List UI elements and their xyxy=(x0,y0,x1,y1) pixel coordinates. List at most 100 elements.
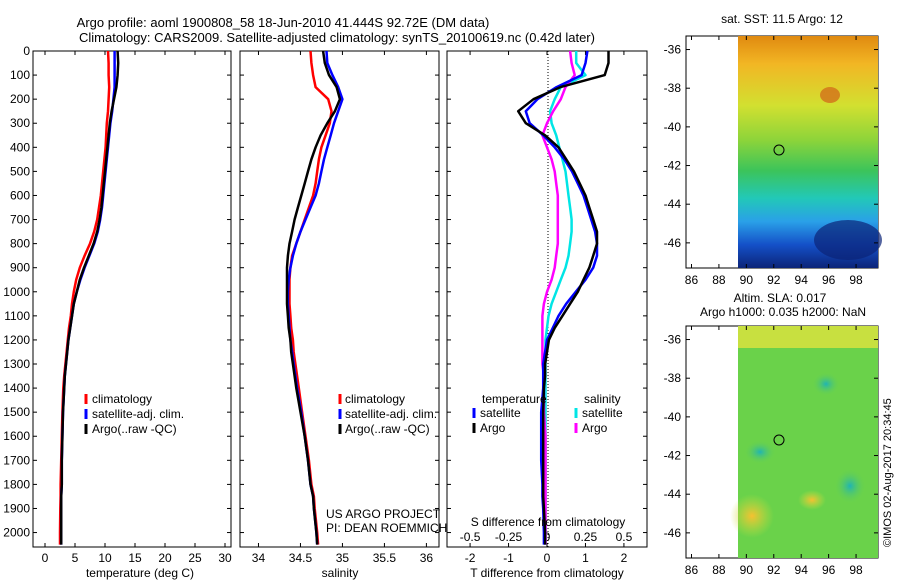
lon-tick-label: 98 xyxy=(849,273,863,287)
depth-tick-label: 1100 xyxy=(4,309,30,323)
sst-cold-patch xyxy=(814,220,882,260)
s-diff-tick-label: -0.5 xyxy=(460,530,481,544)
temperature-axes-frame xyxy=(32,50,232,548)
sla-profile-marker xyxy=(773,434,785,446)
s-diff-tick-label: 0.25 xyxy=(574,530,598,544)
lat-tick-label: -38 xyxy=(664,371,682,385)
legend-label-satellite-adj: satellite-adj. clim. xyxy=(345,407,437,421)
x-tick-label: 25 xyxy=(188,551,202,565)
project-credit: US ARGO PROJECT xyxy=(326,507,441,521)
sst-map-panel: sat. SST: 11.5 Argo: 12 -36-38-40-42-44-… xyxy=(664,12,882,287)
series-line-argo-raw-qc- xyxy=(59,50,120,545)
lon-tick-label: 96 xyxy=(822,563,836,577)
depth-tick-label: 1500 xyxy=(3,405,30,419)
series-line-argo xyxy=(541,50,576,545)
series-line-argo-raw-qc- xyxy=(285,50,342,545)
lat-tick-label: -42 xyxy=(664,159,682,173)
sla-low-1 xyxy=(812,372,840,396)
sla-high-1 xyxy=(730,494,774,538)
depth-tick-label: 2000 xyxy=(3,526,30,540)
temperature-xlabel: temperature (deg C) xyxy=(86,566,194,580)
legend-label-t-satellite: satellite xyxy=(480,406,521,420)
lon-tick-label: 88 xyxy=(712,273,726,287)
legend-label-argo: Argo(..raw -QC) xyxy=(92,422,177,436)
depth-tick-label: 700 xyxy=(10,213,30,227)
s-diff-tick-label: 0.5 xyxy=(616,530,633,544)
sst-profile-marker xyxy=(773,144,785,156)
lon-tick-label: 92 xyxy=(767,563,781,577)
salinity-difference-label: S difference from climatology xyxy=(471,515,626,529)
pi-credit: PI: DEAN ROEMMICH xyxy=(326,521,447,535)
lon-tick-label: 88 xyxy=(712,563,726,577)
depth-axis: 0 100 200 300 400 500 600 700 800 900 1000 1100 1200… xyxy=(3,44,231,540)
depth-tick-label: 100 xyxy=(10,68,30,82)
depth-tick-label: 500 xyxy=(10,164,30,178)
legend-label-satellite-adj: satellite-adj. clim. xyxy=(92,407,184,421)
temperature-profiles xyxy=(58,50,120,545)
sst-warm-patch xyxy=(820,87,840,103)
depth-tick-label: 300 xyxy=(10,116,30,130)
sst-map-axes: -36 -38 -40 -42 -44 -46 86 88 90 92 94 96 98 xyxy=(664,36,878,287)
depth-tick-label: 600 xyxy=(10,188,30,202)
series-line-satellite-adj-clim- xyxy=(286,50,344,545)
lon-tick-label: 94 xyxy=(795,273,809,287)
x-tick-label: 0 xyxy=(42,551,49,565)
legend-title-temperature: temperature xyxy=(482,392,547,406)
x-tick-label: 30 xyxy=(218,551,232,565)
sla-map-axes: -36 -38 -40 -42 -44 -46 86 88 90 92 94 96 98 xyxy=(664,326,878,577)
lon-tick-label: 94 xyxy=(795,563,809,577)
depth-tick-label: 400 xyxy=(10,140,30,154)
sla-map-title-line1: Altim. SLA: 0.017 xyxy=(734,291,827,305)
difference-x-axis: -2 -1 0 1 2 -0.5 -0.25 0 0.25 0.5 xyxy=(447,50,647,565)
difference-xlabel: T difference from climatology xyxy=(470,566,624,580)
legend-label-s-argo: Argo xyxy=(582,421,608,435)
legend-label-s-satellite: satellite xyxy=(582,406,623,420)
x-tick-label: 5 xyxy=(72,551,79,565)
depth-tick-label: 1000 xyxy=(3,285,30,299)
difference-panel: -2 -1 0 1 2 -0.5 -0.25 0 0.25 0.5 T difference fr… xyxy=(446,50,648,580)
depth-tick-label: 1300 xyxy=(3,357,30,371)
sst-map-title: sat. SST: 11.5 Argo: 12 xyxy=(721,12,843,26)
depth-tick-label: 1400 xyxy=(3,381,30,395)
sla-warm-top xyxy=(738,326,878,348)
difference-legend: temperature salinity satellite Argo sate… xyxy=(472,392,623,435)
salinity-xlabel: salinity xyxy=(322,566,359,580)
temperature-panel: 0100200300400500600700800900100011001200… xyxy=(3,44,232,580)
depth-tick-label: 1200 xyxy=(3,333,30,347)
lon-tick-label: 92 xyxy=(767,273,781,287)
sla-low-2 xyxy=(834,468,866,504)
legend-label-climatology: climatology xyxy=(345,392,405,406)
lat-tick-label: -44 xyxy=(664,487,682,501)
x-tick-label: 34 xyxy=(252,551,266,565)
salinity-panel: 34 34.5 35 35.5 36 salinity climatology sate… xyxy=(239,50,447,580)
lon-tick-label: 86 xyxy=(685,273,699,287)
depth-tick-label: 800 xyxy=(10,237,30,251)
header-line2: Climatology: CARS2009. Satellite-adjuste… xyxy=(79,30,595,45)
lat-tick-label: -36 xyxy=(664,333,682,347)
lat-tick-label: -46 xyxy=(664,526,682,540)
salinity-axes-frame xyxy=(239,50,440,548)
depth-tick-label: 200 xyxy=(10,92,30,106)
lat-tick-label: -46 xyxy=(664,236,682,250)
header-line1: Argo profile: aoml 1900808_58 18-Jun-201… xyxy=(77,15,490,30)
sla-map-panel: Altim. SLA: 0.017 Argo h1000: 0.035 h200… xyxy=(664,291,894,577)
x-tick-label: 1 xyxy=(582,551,589,565)
lat-tick-label: -36 xyxy=(664,43,682,57)
lon-tick-label: 96 xyxy=(822,273,836,287)
difference-profiles xyxy=(516,50,610,545)
depth-tick-label: 1800 xyxy=(3,477,30,491)
sla-high-2 xyxy=(798,490,826,510)
depth-tick-label: 1600 xyxy=(3,429,30,443)
salinity-x-axis: 34 34.5 35 35.5 36 xyxy=(240,50,439,565)
legend-label-climatology: climatology xyxy=(92,392,152,406)
lat-tick-label: -40 xyxy=(664,410,682,424)
depth-tick-label: 1900 xyxy=(3,501,30,515)
x-tick-label: 35.5 xyxy=(373,551,397,565)
copyright-stamp: ©IMOS 02-Aug-2017 20:34:45 xyxy=(882,398,894,547)
x-tick-label: 15 xyxy=(128,551,142,565)
series-line-satellite xyxy=(524,50,599,545)
lon-tick-label: 86 xyxy=(685,563,699,577)
x-tick-label: 20 xyxy=(158,551,172,565)
x-tick-label: 34.5 xyxy=(289,551,313,565)
